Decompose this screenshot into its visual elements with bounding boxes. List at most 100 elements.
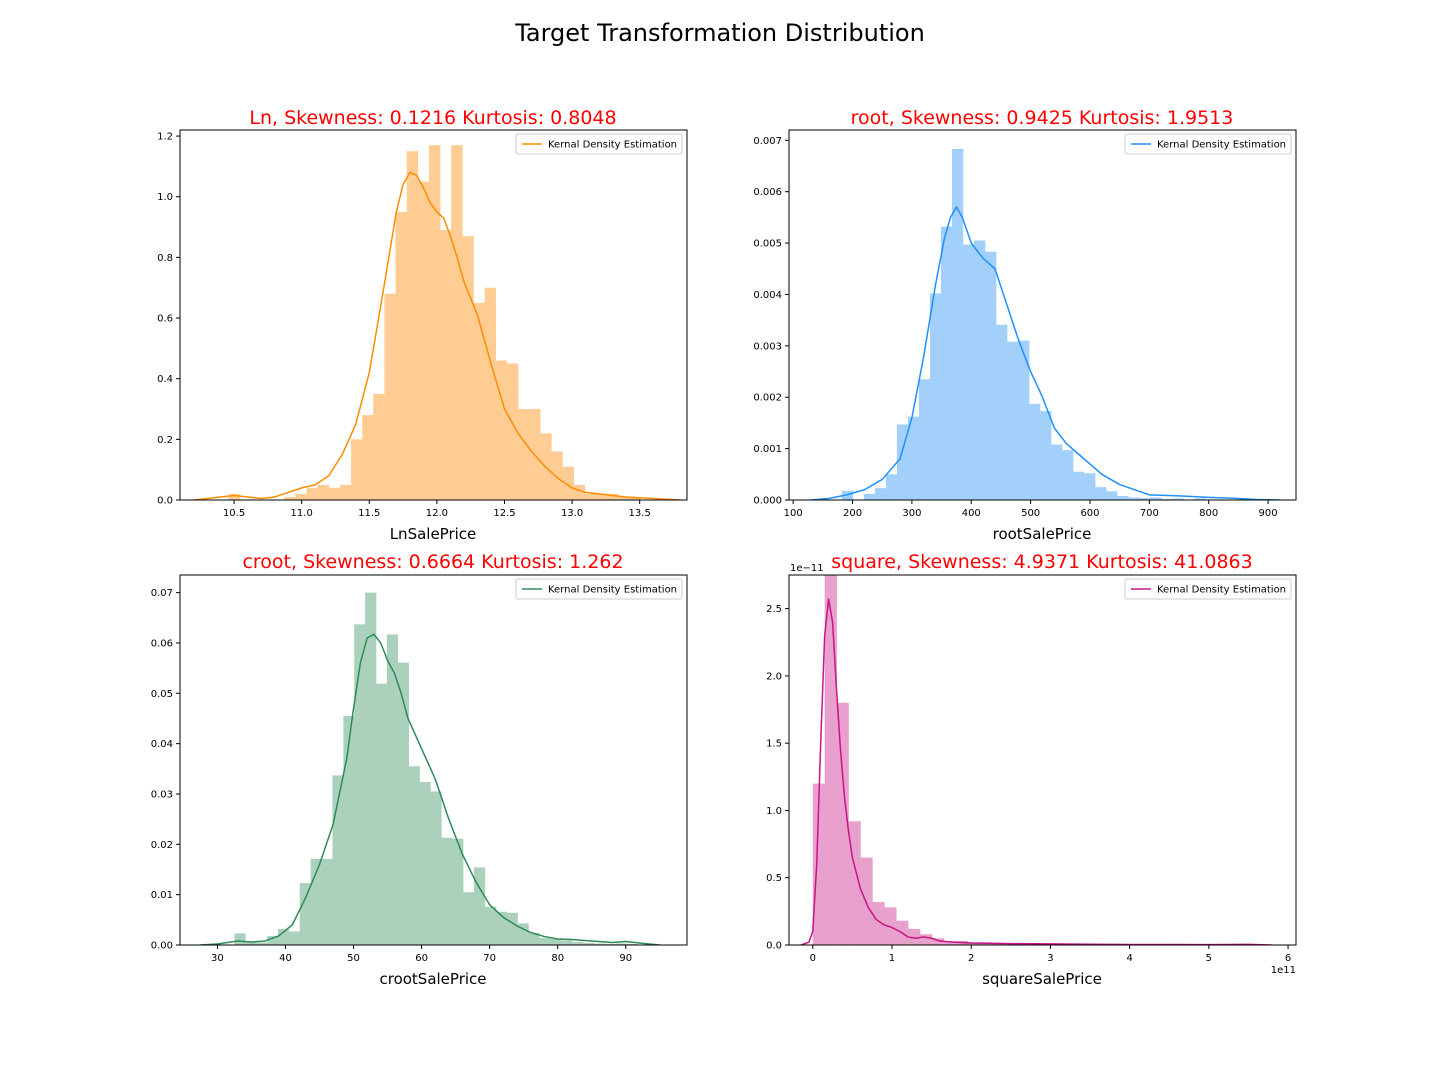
subplot-root-ytick-label: 0.002 <box>753 393 782 404</box>
subplot-ln-bar <box>495 360 508 500</box>
subplot-square-xtick-label: 0 <box>810 953 816 964</box>
subplot-ln-title: Ln, Skewness: 0.1216 Kurtosis: 0.8048 <box>249 107 616 129</box>
subplot-root-bar <box>1051 444 1063 500</box>
subplot-root-xtick-label: 700 <box>1140 508 1159 519</box>
subplot-ln-bar <box>440 230 452 500</box>
subplot-croot-xtick-label: 50 <box>347 953 360 964</box>
subplot-croot-title: croot, Skewness: 0.6664 Kurtosis: 1.262 <box>242 551 623 573</box>
subplot-ln-xlabel: LnSalePrice <box>390 525 477 543</box>
subplot-square-axes-frame <box>788 574 1297 946</box>
subplot-ln-bar <box>373 393 385 500</box>
subplot-root-bar <box>1106 491 1118 500</box>
subplot-root-ytick-label: 0.000 <box>753 496 782 507</box>
subplot-ln-bar <box>606 493 619 500</box>
subplot-square-bar <box>884 907 897 945</box>
subplot-croot-bar <box>495 911 507 945</box>
subplot-root-legend-box <box>1124 133 1292 155</box>
subplot-square-bar <box>836 702 849 945</box>
subplot-ln-bar <box>351 439 363 500</box>
subplot-ln-xtick-label: 11.5 <box>358 508 380 519</box>
subplot-croot-bar <box>267 935 279 945</box>
subplot-ln-bar <box>306 487 318 500</box>
subplot-root-bar <box>896 424 909 500</box>
subplot-square-xtick-label: 1 <box>889 953 895 964</box>
subplot-root-bar <box>1084 473 1096 500</box>
subplot-root-bar <box>1194 498 1206 500</box>
subplot-square-legend-label: Kernal Density Estimation <box>1157 585 1286 596</box>
subplot-square-ytick-label: 2.0 <box>766 671 782 682</box>
subplot-square-bar <box>943 940 957 945</box>
subplot-croot-ytick-label: 0.07 <box>151 588 173 599</box>
subplot-croot-xlabel: crootSalePrice <box>379 970 486 988</box>
subplot-croot-xtick-label: 70 <box>483 953 496 964</box>
subplot-ln-bar <box>573 484 586 500</box>
subplot-root-bar <box>1172 498 1184 500</box>
subplot-root-bar <box>1161 498 1173 500</box>
subplot-croot-bar <box>245 942 257 945</box>
subplot-ln-xtick-label: 12.0 <box>426 508 448 519</box>
subplot-ln-bar <box>595 493 608 500</box>
subplot-root-xtick-label: 100 <box>784 508 803 519</box>
subplot-ln-bar <box>584 493 597 500</box>
subplot-ln-bar <box>451 145 463 500</box>
subplot-croot-bar <box>332 775 344 945</box>
subplot-root-bar <box>1117 495 1129 500</box>
subplot-ln-ytick-label: 1.0 <box>157 192 173 203</box>
subplot-square-xtick-label: 5 <box>1206 953 1212 964</box>
subplot-croot-bar <box>484 906 497 945</box>
subplot-ln-bar <box>629 496 641 500</box>
subplot-croot-bar <box>310 858 322 945</box>
subplot-croot-xtick-label: 40 <box>279 953 292 964</box>
subplot-ln-bar <box>406 151 419 500</box>
subplot-croot-bar <box>288 931 301 945</box>
subplot-croot-bar <box>441 837 453 945</box>
subplot-croot-bar <box>234 933 246 945</box>
subplot-root-bar <box>885 474 898 500</box>
subplot-croot-bar <box>561 940 573 945</box>
subplot-croot-bar <box>299 883 311 945</box>
subplot-ln-bar <box>517 409 530 500</box>
subplot-croot-bar <box>397 662 409 945</box>
subplot-root-bar <box>1139 497 1151 500</box>
subplot-root-bar <box>1128 497 1140 500</box>
subplot-square-bar <box>931 938 945 945</box>
subplot-croot-bar <box>386 634 399 945</box>
subplot-croot-bar <box>517 923 529 945</box>
subplot-root-bar <box>918 379 931 500</box>
subplot-root-bar <box>1029 403 1041 500</box>
subplot-root-legend-label: Kernal Density Estimation <box>1157 140 1286 151</box>
subplot-root-bar <box>1095 487 1107 500</box>
subplot-root-bar <box>1150 497 1162 500</box>
subplot-croot-legend-box <box>515 578 683 600</box>
subplot-root-axes-frame <box>788 129 1297 501</box>
subplot-ln-axes-frame <box>179 129 688 501</box>
subplot-ln-bar <box>506 363 519 500</box>
subplot-ln-bar <box>473 302 485 500</box>
subplot-croot-axes-frame <box>179 574 688 946</box>
subplot-ln-ytick-label: 0.4 <box>157 374 173 385</box>
subplot-croot-bar <box>419 781 431 945</box>
subplot-root-bar <box>863 493 876 500</box>
figure-suptitle: Target Transformation Distribution <box>514 19 925 47</box>
subplot-square-y-offset-text: 1e−11 <box>790 563 824 574</box>
subplot-root-bar <box>929 293 942 500</box>
subplot-square-bar <box>872 901 885 945</box>
subplot-root-title: root, Skewness: 0.9425 Kurtosis: 1.9513 <box>851 107 1234 129</box>
subplot-croot: croot, Skewness: 0.6664 Kurtosis: 1.262 … <box>151 551 688 988</box>
subplot-square-xtick-label: 6 <box>1285 953 1291 964</box>
subplot-croot-bar <box>593 943 605 945</box>
subplot-root-bar <box>985 251 997 500</box>
subplot-ln-legend-label: Kernal Density Estimation <box>548 140 677 151</box>
subplot-croot-bar <box>615 943 627 945</box>
subplot-ln: Ln, Skewness: 0.1216 Kurtosis: 0.8048 Ln… <box>157 107 688 543</box>
subplot-croot-bar <box>539 937 551 945</box>
subplot-croot-bar <box>528 932 540 945</box>
subplot-ln-ytick-label: 0.8 <box>157 253 173 264</box>
subplot-square-bar <box>812 783 825 945</box>
subplot-root-ytick-label: 0.003 <box>753 341 782 352</box>
subplot-croot-ytick-label: 0.01 <box>151 890 173 901</box>
subplot-croot-legend-label: Kernal Density Estimation <box>548 585 677 596</box>
subplot-croot-ytick-label: 0.06 <box>151 638 173 649</box>
subplot-root-bar <box>1007 341 1019 500</box>
subplot-root-bars <box>841 149 1217 500</box>
